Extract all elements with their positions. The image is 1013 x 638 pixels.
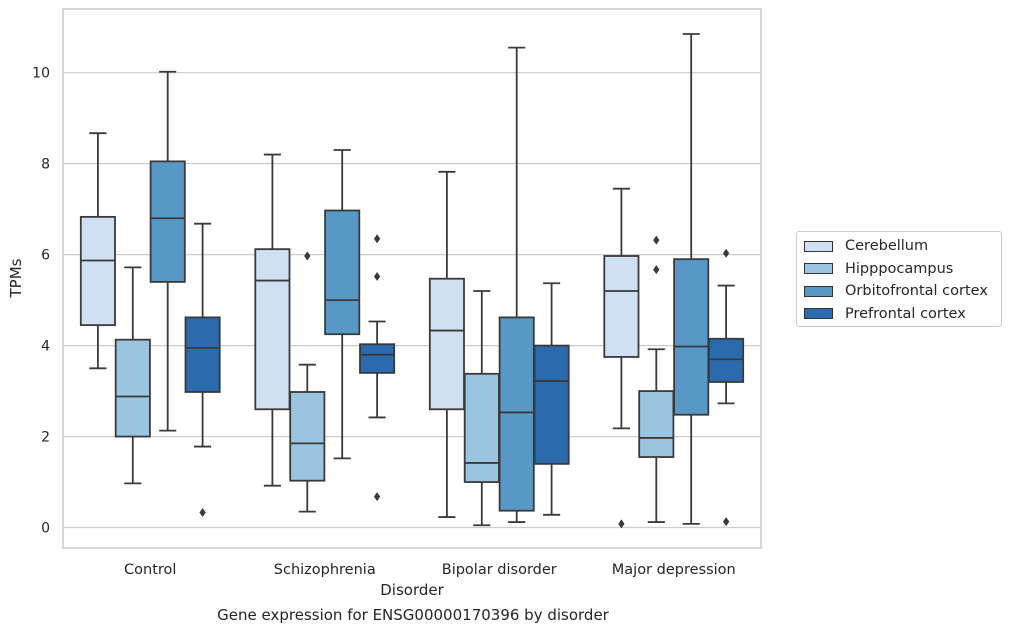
box-hipppocampus bbox=[463, 290, 500, 527]
y-tick-label: 10 bbox=[32, 66, 50, 82]
y-axis-label: TPMs bbox=[7, 258, 25, 298]
box-hipppocampus bbox=[114, 266, 151, 485]
legend-swatch bbox=[804, 285, 833, 297]
iqr-box bbox=[673, 258, 710, 416]
iqr-box bbox=[114, 338, 151, 438]
x-tick-label: Control bbox=[124, 562, 176, 578]
box-orbitofrontal-cortex bbox=[673, 33, 710, 525]
outlier-point bbox=[653, 265, 660, 275]
box-prefrontal-cortex bbox=[359, 234, 396, 502]
outlier-point bbox=[618, 519, 625, 529]
y-tick-label: 4 bbox=[41, 339, 50, 355]
box-hipppocampus bbox=[638, 235, 675, 523]
iqr-box bbox=[184, 316, 221, 393]
box-cerebellum bbox=[254, 153, 291, 487]
outlier-point bbox=[373, 492, 381, 502]
outlier-point bbox=[653, 235, 660, 245]
iqr-box bbox=[498, 316, 535, 512]
iqr-box bbox=[149, 160, 186, 283]
legend-label: Prefrontal cortex bbox=[845, 305, 966, 322]
legend-item: Orbitofrontal cortex bbox=[804, 280, 988, 302]
iqr-box bbox=[463, 372, 500, 483]
iqr-box bbox=[79, 215, 116, 327]
iqr-box bbox=[428, 277, 465, 411]
box-prefrontal-cortex bbox=[184, 222, 221, 518]
iqr-box bbox=[359, 343, 396, 374]
box-prefrontal-cortex bbox=[533, 282, 570, 516]
y-tick-label: 8 bbox=[41, 157, 50, 173]
box-prefrontal-cortex bbox=[708, 248, 745, 527]
iqr-box bbox=[638, 390, 675, 458]
y-tick-label: 2 bbox=[41, 430, 50, 446]
legend-item: Prefrontal cortex bbox=[804, 303, 966, 325]
iqr-box bbox=[708, 337, 745, 383]
iqr-box bbox=[254, 248, 291, 411]
iqr-box bbox=[533, 344, 570, 465]
box-hipppocampus bbox=[289, 251, 326, 513]
box-orbitofrontal-cortex bbox=[324, 149, 361, 460]
y-tick-label: 0 bbox=[41, 521, 50, 537]
box-cerebellum bbox=[428, 170, 465, 518]
box-cerebellum bbox=[603, 187, 640, 529]
legend: Cerebellum Hipppocampus Orbitofrontal cort… bbox=[796, 231, 1002, 327]
legend-label: Cerebellum bbox=[845, 238, 929, 254]
x-axis-label: Disorder bbox=[380, 581, 444, 599]
iqr-box bbox=[324, 209, 361, 336]
y-tick-label: 6 bbox=[41, 248, 50, 264]
outlier-point bbox=[373, 271, 381, 281]
x-tick-label: Major depression bbox=[612, 562, 736, 578]
outlier-point bbox=[373, 234, 381, 244]
legend-swatch bbox=[804, 263, 833, 274]
legend-label: Orbitofrontal cortex bbox=[845, 283, 988, 299]
legend-item: Cerebellum bbox=[804, 235, 928, 257]
plot-frame bbox=[62, 8, 762, 549]
x-tick-label: Bipolar disorder bbox=[442, 562, 557, 578]
legend-item: Hipppocampus bbox=[804, 258, 953, 280]
box-cerebellum bbox=[79, 132, 116, 370]
figure-caption: Gene expression for ENSG00000170396 by d… bbox=[217, 606, 609, 624]
box-orbitofrontal-cortex bbox=[149, 70, 186, 432]
outlier-point bbox=[199, 508, 206, 518]
outlier-point bbox=[722, 517, 730, 527]
iqr-box bbox=[603, 255, 640, 358]
outlier-point bbox=[304, 251, 311, 261]
legend-swatch bbox=[804, 240, 833, 252]
legend-swatch bbox=[804, 308, 833, 319]
box-orbitofrontal-cortex bbox=[498, 46, 535, 523]
iqr-box bbox=[289, 391, 326, 482]
x-tick-label: Schizophrenia bbox=[274, 562, 376, 578]
legend-label: Hipppocampus bbox=[845, 260, 954, 277]
outlier-point bbox=[722, 248, 730, 258]
